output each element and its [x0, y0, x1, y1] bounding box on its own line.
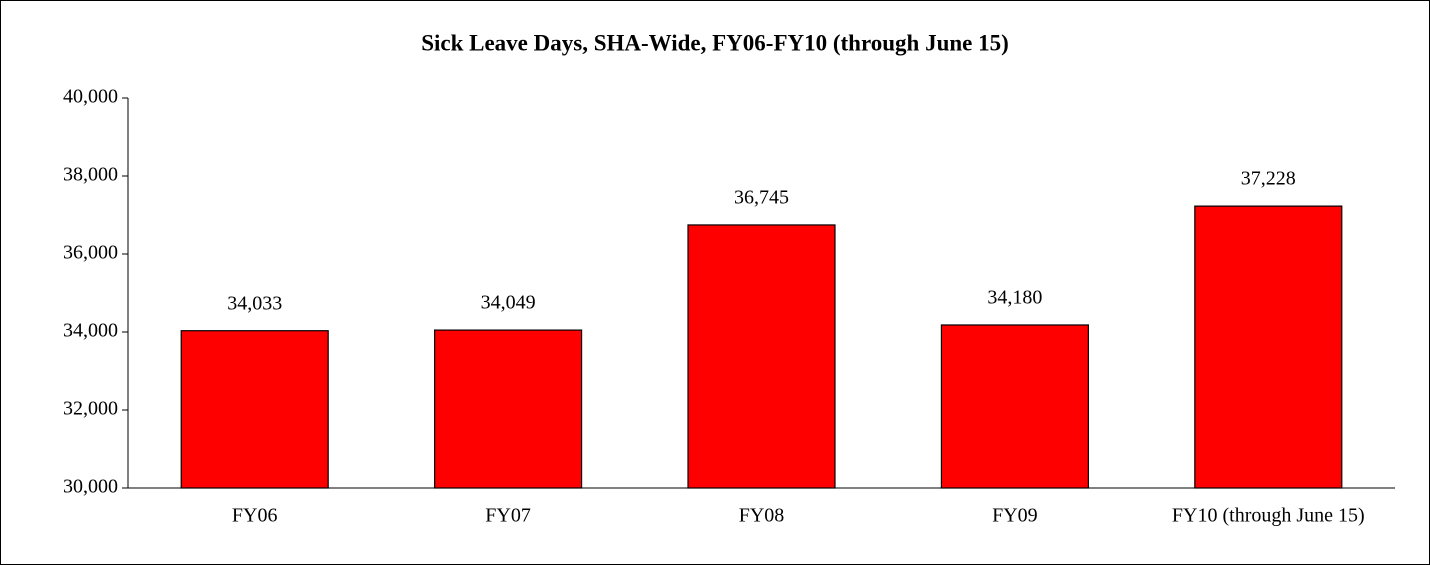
y-tick-label: 30,000 — [63, 476, 118, 498]
bar — [1194, 205, 1343, 489]
bar — [180, 330, 329, 489]
y-tick-label: 38,000 — [63, 164, 118, 186]
data-label: 37,228 — [1241, 168, 1296, 190]
bar — [434, 329, 583, 489]
data-label: 36,745 — [734, 187, 789, 209]
x-tick-label: FY07 — [485, 505, 531, 527]
y-tick-label: 32,000 — [63, 398, 118, 420]
y-tick-label: 34,000 — [63, 320, 118, 342]
x-tick-label: FY09 — [992, 505, 1038, 527]
bar — [687, 224, 836, 489]
y-tick-label: 36,000 — [63, 242, 118, 264]
x-tick-label: FY06 — [232, 505, 278, 527]
x-tick-label: FY08 — [739, 505, 785, 527]
y-tick-label: 40,000 — [63, 86, 118, 108]
data-label: 34,033 — [227, 292, 282, 314]
data-label: 34,180 — [987, 287, 1042, 309]
bar — [940, 324, 1089, 489]
data-label: 34,049 — [481, 292, 536, 314]
chart-title: Sick Leave Days, SHA-Wide, FY06-FY10 (th… — [421, 30, 1009, 55]
x-tick-label: FY10 (through June 15) — [1172, 505, 1365, 527]
